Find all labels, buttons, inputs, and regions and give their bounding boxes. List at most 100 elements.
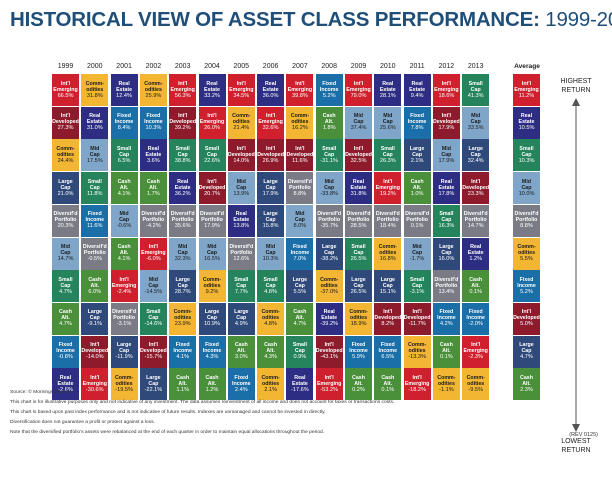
asset-return: 4.3% xyxy=(205,354,219,361)
asset-cell: Diversif'd Portfolio -0.5% xyxy=(81,237,109,270)
asset-name: Small Cap xyxy=(58,276,73,289)
asset-cell: Int'l Developed 23.3% xyxy=(462,172,490,205)
asset-cell: Comm- odities 2.1% xyxy=(257,368,285,401)
asset-return: 16.2% xyxy=(291,125,308,132)
asset-return: 27.3% xyxy=(57,125,74,132)
asset-name: Mid Cap xyxy=(206,244,217,256)
asset-name: Cash Alt. xyxy=(322,113,336,126)
asset-cell: Real Estate 36.0% xyxy=(257,74,285,106)
year-label: 2002 xyxy=(145,63,162,70)
asset-return: 32.6% xyxy=(262,125,279,132)
asset-cell: Int'l Emerging -2.4% xyxy=(110,270,138,303)
asset-cell: Diversif'd Portfolio 20.3% xyxy=(52,204,79,237)
asset-return: -22.1% xyxy=(144,386,163,393)
asset-cell: Diversif'd Portfolio 8.8% xyxy=(513,204,540,237)
asset-cell: Cash Alt. 1.1% xyxy=(169,368,197,401)
asset-name: Real Estate xyxy=(350,178,367,191)
asset-cell: Real Estate -39.2% xyxy=(315,302,343,335)
asset-return: -2.6% xyxy=(58,386,73,393)
asset-name: Mid Cap xyxy=(470,113,481,126)
asset-name: Cash Alt. xyxy=(439,342,453,355)
asset-return: 2.1% xyxy=(410,157,424,164)
asset-return: 13.8% xyxy=(233,223,250,230)
asset-return: 15.1% xyxy=(379,288,396,295)
asset-cell: Mid Cap 17.5% xyxy=(81,139,109,172)
asset-cell: Real Estate 17.8% xyxy=(432,172,460,205)
asset-name: Real Estate xyxy=(174,178,191,191)
footnote-line-2: This chart is based upon past index perf… xyxy=(10,410,326,415)
asset-cell: Small Cap -14.6% xyxy=(139,302,167,335)
asset-cell: Real Estate 9.4% xyxy=(403,74,431,106)
year-label: 2013 xyxy=(467,63,484,70)
asset-name: Mid Cap xyxy=(521,178,532,191)
asset-return: 21.4% xyxy=(233,125,250,132)
asset-name: Fixed Income xyxy=(144,113,163,126)
asset-name: Small Cap xyxy=(234,276,249,289)
asset-cell: Small Cap -31.1% xyxy=(315,139,343,172)
year-label: 2011 xyxy=(409,63,425,70)
asset-return: 16.8% xyxy=(379,256,396,262)
asset-cell: Mid Cap 10.0% xyxy=(513,172,540,205)
asset-name: Diversif'd Portfolio xyxy=(434,276,459,289)
asset-cell: Large Cap 5.5% xyxy=(286,270,314,303)
asset-return: 32.4% xyxy=(467,157,484,164)
asset-name: Real Estate xyxy=(467,244,484,256)
asset-return: 8.8% xyxy=(520,223,533,230)
asset-cell: Small Cap 16.3% xyxy=(432,204,460,237)
asset-cell: Large Cap 4.9% xyxy=(227,302,255,335)
asset-return: 16.3% xyxy=(438,223,455,230)
asset-cell: Cash Alt. 0.1% xyxy=(374,368,402,401)
asset-name: Small Cap xyxy=(87,178,102,191)
asset-name: Mid Cap xyxy=(441,145,452,158)
asset-name: Diversif'd Portfolio xyxy=(463,211,488,224)
asset-return: 0.1% xyxy=(440,354,453,361)
asset-name: Large Cap xyxy=(116,342,132,355)
asset-name: Large Cap xyxy=(351,276,366,289)
asset-name: Small Cap xyxy=(468,80,483,93)
asset-cell: Fixed Income -2.0% xyxy=(462,302,490,335)
asset-name: Mid Cap xyxy=(294,211,305,224)
asset-cell: Mid Cap 25.6% xyxy=(374,106,402,139)
asset-name: Comm- odities xyxy=(56,145,75,158)
asset-name: Large Cap xyxy=(58,178,73,191)
year-label: 2007 xyxy=(292,63,308,70)
asset-name: Int'l Developed xyxy=(345,145,372,158)
asset-return: 1.7% xyxy=(147,190,160,197)
asset-name: Comm- odities xyxy=(144,80,163,93)
asset-cell: Comm- odities -13.3% xyxy=(403,335,431,368)
asset-cell: Large Cap -38.2% xyxy=(315,237,343,270)
asset-cell: Int'l Developed -11.7% xyxy=(403,302,431,335)
asset-name: Mid Cap xyxy=(177,244,188,256)
asset-return: -15.7% xyxy=(144,354,163,361)
asset-cell: Diversif'd Portfolio 0.1% xyxy=(403,204,431,237)
asset-cell: Real Estate 10.5% xyxy=(513,106,540,139)
asset-name: Cash Alt. xyxy=(88,276,102,289)
asset-return: -30.6% xyxy=(85,386,104,393)
asset-return: 10.3% xyxy=(518,157,535,164)
asset-name: Fixed Income xyxy=(319,80,339,93)
footnote-line-4: Note that the diversified portfolio's as… xyxy=(10,430,325,435)
asset-return: 4.7% xyxy=(520,354,533,361)
asset-cell: Fixed Income 10.3% xyxy=(139,106,167,139)
asset-cell: Large Cap -11.9% xyxy=(110,335,138,368)
asset-cell: Int'l Emerging 26.0% xyxy=(198,106,226,139)
asset-cell: Mid Cap 32.3% xyxy=(169,237,197,270)
title-years: 1999-2013 xyxy=(545,8,612,31)
asset-name: Mid Cap xyxy=(382,113,393,126)
asset-return: 5.2% xyxy=(520,288,533,295)
asset-cell: Small Cap 6.5% xyxy=(110,139,138,172)
asset-cell: Int'l Developed 32.5% xyxy=(345,139,372,172)
asset-return: -0.6% xyxy=(116,223,132,230)
asset-return: 11.8% xyxy=(87,190,103,197)
asset-name: Int'l Emerging xyxy=(170,80,195,93)
asset-cell: Small Cap 4.7% xyxy=(52,270,79,303)
asset-cell: Fixed Income 4.2% xyxy=(432,302,460,335)
asset-cell: Mid Cap -33.8% xyxy=(315,172,343,205)
asset-return: 5.0% xyxy=(520,321,533,328)
asset-name: Diversif'd Portfolio xyxy=(141,211,166,224)
asset-return: 1.2% xyxy=(205,386,219,393)
year-label: 2009 xyxy=(350,63,367,70)
asset-name: Mid Cap xyxy=(89,145,100,158)
asset-cell: Small Cap 11.8% xyxy=(81,172,109,205)
asset-name: Int'l Emerging xyxy=(53,80,78,93)
